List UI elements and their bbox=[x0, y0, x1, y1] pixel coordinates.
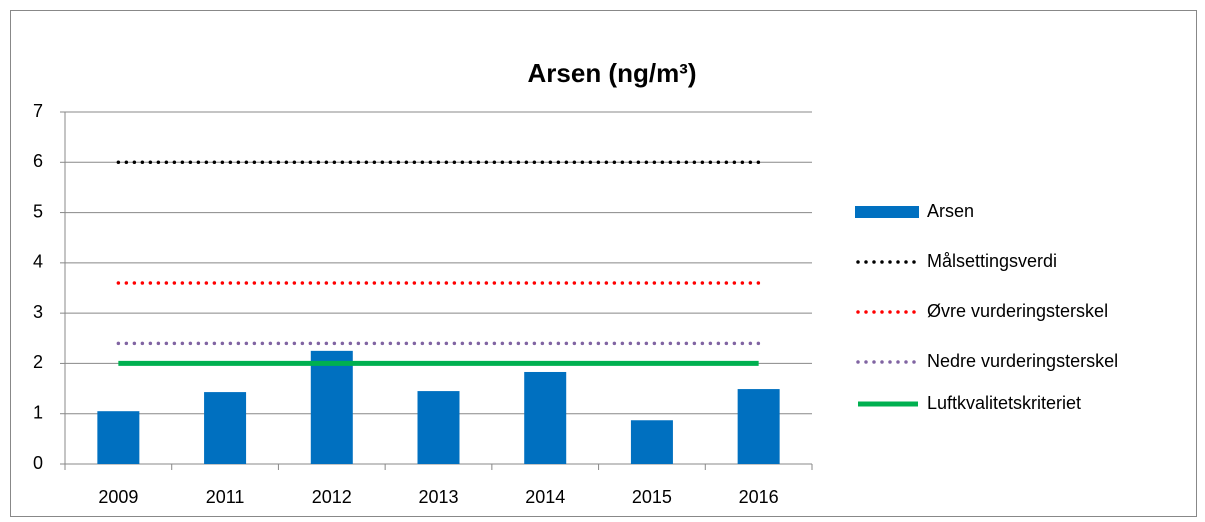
bar bbox=[524, 371, 567, 464]
y-tick-label: 3 bbox=[33, 302, 43, 322]
x-tick-label: 2011 bbox=[206, 487, 245, 507]
chart-title: Arsen (ng/m³) bbox=[528, 58, 697, 88]
legend-label: Målsettingsverdi bbox=[927, 251, 1057, 271]
y-tick-label: 1 bbox=[33, 402, 43, 422]
y-tick-label: 4 bbox=[33, 252, 43, 272]
bar bbox=[204, 392, 247, 464]
legend-label: Øvre vurderingsterskel bbox=[927, 301, 1108, 321]
x-tick-label: 2012 bbox=[312, 487, 352, 507]
y-tick-label: 6 bbox=[33, 151, 43, 171]
y-tick-label: 7 bbox=[33, 101, 43, 121]
x-tick-label: 2016 bbox=[739, 487, 779, 507]
legend-label: Luftkvalitetskriteriet bbox=[927, 393, 1081, 413]
legend-swatch bbox=[855, 206, 919, 218]
bar bbox=[737, 389, 780, 464]
bar bbox=[310, 350, 353, 464]
bar bbox=[417, 391, 460, 464]
legend-label: Arsen bbox=[927, 201, 974, 221]
x-tick-label: 2009 bbox=[98, 487, 138, 507]
x-tick-label: 2015 bbox=[632, 487, 672, 507]
x-tick-label: 2013 bbox=[418, 487, 458, 507]
y-tick-label: 5 bbox=[33, 201, 43, 221]
legend-label: Nedre vurderingsterskel bbox=[927, 351, 1118, 371]
y-tick-label: 2 bbox=[33, 352, 43, 372]
bar bbox=[630, 420, 673, 464]
y-tick-label: 0 bbox=[33, 453, 43, 473]
bar bbox=[97, 411, 140, 464]
x-tick-label: 2014 bbox=[525, 487, 565, 507]
